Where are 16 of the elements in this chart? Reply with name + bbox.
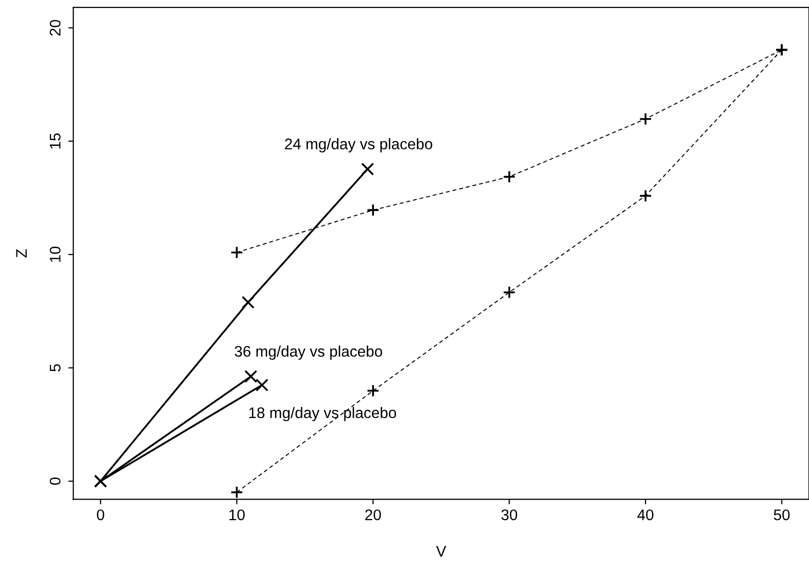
- x-tick-label: 10: [229, 509, 245, 520]
- y-tick-label: 5: [50, 364, 61, 372]
- x-tick-label: 0: [96, 509, 104, 520]
- x-axis-title: V: [436, 546, 446, 557]
- y-axis-title: Z: [16, 249, 27, 258]
- x-tick-label: 20: [365, 509, 381, 520]
- x-tick-label: 50: [774, 509, 790, 520]
- y-tick-label: 15: [50, 133, 61, 149]
- y-tick-label: 0: [50, 478, 61, 485]
- annotation: 24 mg/day vs placebo: [285, 138, 432, 152]
- y-tick-label: 10: [50, 246, 61, 262]
- annotation: 18 mg/day vs placebo: [249, 406, 396, 422]
- y-tick-label: 20: [50, 20, 61, 36]
- x-tick-label: 30: [501, 509, 518, 520]
- annotation: 36 mg/day vs placebo: [234, 346, 382, 360]
- x-tick-label: 40: [637, 509, 654, 520]
